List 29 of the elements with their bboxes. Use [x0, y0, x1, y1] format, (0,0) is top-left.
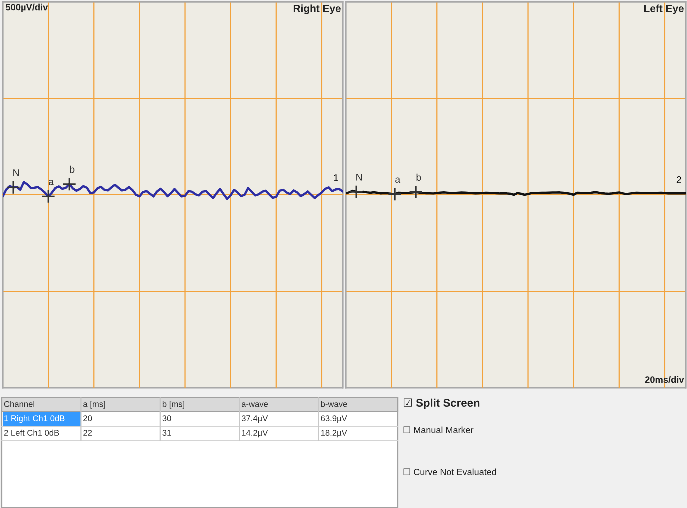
- text: 31: [162, 430, 172, 436]
- series-label: 2: [676, 176, 682, 184]
- category-label: b [ms]: [162, 401, 184, 409]
- text: ☐ Curve Not Evaluated: [404, 468, 496, 476]
- text: 14.2µV: [242, 430, 268, 438]
- series-label: a: [396, 178, 401, 184]
- text: 63.9µV: [321, 416, 348, 424]
- series-label: b: [416, 174, 422, 182]
- chart-title: Right Eye: [294, 4, 341, 14]
- chart-title: Left Eye: [644, 4, 684, 14]
- category-label: Channel: [4, 401, 34, 408]
- text: 2 Left Ch1 0dB: [4, 430, 60, 436]
- text: 37.4µV: [242, 416, 268, 424]
- series-label: b: [70, 166, 75, 174]
- text: ☐ Manual Marker: [404, 426, 474, 434]
- series-label: N: [356, 174, 362, 181]
- category-label: a-wave: [242, 402, 268, 408]
- text: 500µV/div: [6, 4, 48, 12]
- text: ☑ Split Screen: [404, 398, 480, 410]
- text: 18.2µV: [321, 430, 348, 438]
- category-label: a [ms]: [84, 401, 106, 409]
- series-label: a: [49, 180, 54, 186]
- category-label: b-wave: [321, 401, 348, 408]
- text: 1 Right Ch1 0dB: [4, 415, 65, 424]
- series-label: N: [14, 170, 20, 176]
- series-label: 1: [334, 174, 338, 182]
- text: 22: [84, 430, 92, 436]
- text: 20: [84, 416, 92, 422]
- text: 30: [162, 416, 172, 422]
